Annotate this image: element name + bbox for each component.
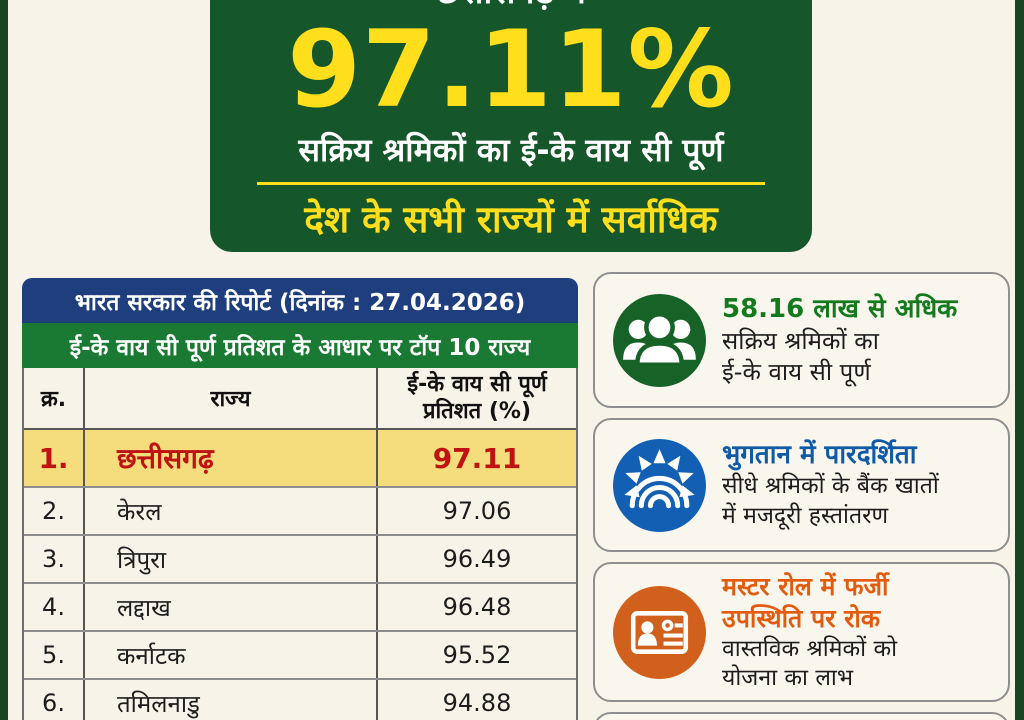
info-card-ekyc-count: 58.16 लाख से अधिक सक्रिय श्रमिकों का ई-क…	[593, 272, 1010, 408]
report-table-panel: भारत सरकार की रिपोर्ट (दिनांक : 27.04.20…	[22, 278, 578, 720]
card-title: उपस्थिति पर रोक	[722, 603, 881, 633]
card-text-block: भुगतान में पारदर्शिता सीधे श्रमिकों के ब…	[722, 439, 996, 531]
value-cell: 95.52	[442, 641, 512, 669]
info-card-payment-transparency: भुगतान में पारदर्शिता सीधे श्रमिकों के ब…	[593, 418, 1010, 552]
card-line: वास्तविक श्रमिकों को	[722, 635, 898, 662]
state-cell: केरल	[85, 488, 378, 534]
info-card-muster-roll: मस्टर रोल में फर्जी उपस्थिति पर रोक वास्…	[593, 562, 1010, 702]
table-row: 2. केरल 97.06	[24, 488, 576, 536]
rank-cell: 1.	[24, 430, 85, 486]
hero-divider-line	[257, 182, 765, 185]
table-row: 5. कर्नाटक 95.52	[24, 632, 576, 680]
col-header-value: ई-के वाय सी पूर्ण प्रतिशत (%)	[378, 368, 576, 428]
people-group-icon	[613, 293, 706, 387]
left-border-strip	[0, 0, 8, 720]
col-header-value-line1: ई-के वाय सी पूर्ण	[407, 371, 547, 397]
card-title: मस्टर रोल में फर्जी	[722, 571, 889, 601]
rank-cell: 3.	[24, 536, 85, 582]
col-header-value-line2: प्रतिशत (%)	[422, 399, 532, 424]
state-cell: छत्तीसगढ़	[85, 430, 378, 486]
table-row: 6. तमिलनाडु 94.88	[24, 680, 576, 720]
table-row: 4. लद्दाख 96.48	[24, 584, 576, 632]
value-cell: 97.06	[442, 497, 512, 525]
report-table: क्र. राज्य ई-के वाय सी पूर्ण प्रतिशत (%)…	[22, 368, 578, 720]
card-title: 58.16 लाख से अधिक	[722, 293, 958, 324]
card-line: योजना का लाभ	[722, 665, 854, 691]
hero-panel: छत्तीसगढ़ में 97.11% सक्रिय श्रमिकों का …	[210, 0, 812, 252]
card-title: भुगतान में पारदर्शिता	[722, 439, 917, 470]
info-card-partial	[593, 712, 1010, 720]
state-cell: तमिलनाडु	[85, 680, 378, 720]
rank-cell: 2.	[24, 488, 85, 534]
aadhaar-icon	[613, 438, 706, 532]
card-line: ई-के वाय सी पूर्ण	[722, 357, 871, 386]
card-text-block: 58.16 लाख से अधिक सक्रिय श्रमिकों का ई-क…	[722, 293, 996, 388]
right-border-strip	[1015, 0, 1024, 720]
value-cell: 97.11	[432, 441, 522, 475]
state-cell: कर्नाटक	[85, 632, 378, 678]
report-title-bar: भारत सरकार की रिपोर्ट (दिनांक : 27.04.20…	[22, 278, 578, 323]
card-line: सक्रिय श्रमिकों का	[722, 326, 879, 355]
card-text-block: मस्टर रोल में फर्जी उपस्थिति पर रोक वास्…	[722, 571, 996, 694]
table-row: 3. त्रिपुरा 96.49	[24, 536, 576, 584]
table-header-row: क्र. राज्य ई-के वाय सी पूर्ण प्रतिशत (%)	[24, 368, 576, 430]
hero-subtitle: सक्रिय श्रमिकों का ई-के वाय सी पूर्ण	[298, 131, 724, 169]
hero-highlight-text: देश के सभी राज्यों में सर्वाधिक	[304, 198, 718, 241]
state-cell: लद्दाख	[85, 584, 378, 630]
col-header-rank: क्र.	[24, 368, 85, 428]
hero-cropped-heading-text: छत्तीसगढ़ में	[210, 0, 812, 15]
col-header-state: राज्य	[85, 368, 378, 428]
hero-cropped-heading: छत्तीसगढ़ में	[210, 0, 812, 16]
value-cell: 96.48	[442, 593, 512, 621]
table-row-rank1-highlighted: 1. छत्तीसगढ़ 97.11	[24, 430, 576, 488]
card-line: में मजदूरी हस्तांतरण	[722, 502, 889, 529]
hero-percent-value: 97.11%	[287, 8, 735, 131]
rank-cell: 6.	[24, 680, 85, 720]
id-card-icon	[613, 585, 706, 679]
value-cell: 94.88	[442, 689, 512, 717]
state-cell: त्रिपुरा	[85, 536, 378, 582]
card-line: सीधे श्रमिकों के बैंक खातों	[722, 473, 939, 500]
value-cell: 96.49	[442, 545, 512, 573]
rank-cell: 5.	[24, 632, 85, 678]
report-subtitle-bar: ई-के वाय सी पूर्ण प्रतिशत के आधार पर टॉप…	[22, 323, 578, 368]
rank-cell: 4.	[24, 584, 85, 630]
